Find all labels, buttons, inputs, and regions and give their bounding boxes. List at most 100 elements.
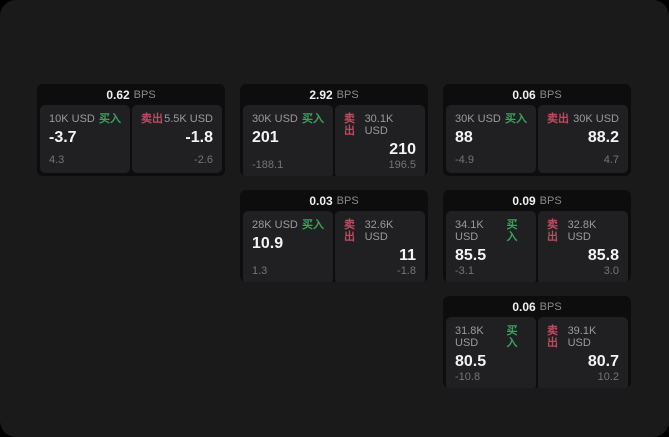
quote-card: 2.92 BPS 30K USD 买入 201 -188.1 卖出 30.1K … [240, 84, 428, 176]
buy-amount: 30K USD [455, 113, 501, 125]
sell-panel-header: 卖出 30K USD [547, 113, 619, 125]
sell-panel[interactable]: 卖出 5.5K USD -1.8 -2.6 [132, 105, 222, 173]
sell-panel[interactable]: 卖出 32.8K USD 85.8 3.0 [538, 211, 628, 282]
buy-price: -3.7 [49, 129, 77, 146]
buy-panel[interactable]: 30K USD 买入 201 -188.1 [243, 105, 333, 176]
bps-unit-label: BPS [336, 88, 359, 101]
quote-panels: 34.1K USD 买入 85.5 -3.1 卖出 32.8K USD 85.8… [443, 211, 631, 282]
quote-panels: 30K USD 买入 201 -188.1 卖出 30.1K USD 210 1… [240, 105, 428, 176]
quote-card: 0.62 BPS 10K USD 买入 -3.7 4.3 卖出 5.5K USD… [37, 84, 225, 176]
buy-panel-header: 31.8K USD 买入 [455, 325, 527, 349]
buy-tag: 买入 [505, 113, 527, 125]
sell-tag: 卖出 [547, 325, 558, 349]
sell-price: 80.7 [587, 353, 619, 370]
bps-value: 0.06 [512, 87, 536, 102]
bps-unit-label: BPS [133, 88, 156, 101]
sell-tag: 卖出 [141, 113, 163, 125]
bps-header: 0.06 BPS [443, 84, 631, 105]
quote-panels: 31.8K USD 买入 80.5 -10.8 卖出 39.1K USD 80.… [443, 317, 631, 388]
buy-sub-value: 1.3 [252, 265, 268, 277]
buy-sub-value: -188.1 [252, 159, 284, 171]
sell-price: 85.8 [587, 247, 619, 264]
bps-unit-label: BPS [539, 300, 562, 313]
sell-panel[interactable]: 卖出 32.6K USD 11 -1.8 [335, 211, 425, 282]
buy-price: 80.5 [455, 353, 487, 370]
quote-card: 0.06 BPS 30K USD 买入 88 -4.9 卖出 30K USD 8… [443, 84, 631, 176]
sell-panel[interactable]: 卖出 30.1K USD 210 196.5 [335, 105, 425, 176]
buy-price: 201 [252, 129, 279, 146]
buy-price: 88 [455, 129, 473, 146]
buy-price: 85.5 [455, 247, 487, 264]
sell-amount: 39.1K USD [567, 325, 597, 349]
sell-sub-value: 196.5 [388, 159, 416, 171]
buy-tag: 买入 [302, 219, 324, 231]
buy-sub-value: -3.1 [455, 265, 474, 277]
bps-header: 0.09 BPS [443, 190, 631, 211]
buy-tag: 买入 [506, 219, 518, 243]
buy-panel[interactable]: 28K USD 买入 10.9 1.3 [243, 211, 333, 282]
quote-panels: 30K USD 买入 88 -4.9 卖出 30K USD 88.2 4.7 [443, 105, 631, 176]
sell-panel[interactable]: 卖出 30K USD 88.2 4.7 [538, 105, 628, 173]
sell-tag: 卖出 [547, 113, 569, 125]
buy-amount: 31.8K USD [455, 325, 484, 349]
sell-amount: 32.6K USD [364, 219, 394, 243]
bps-header: 0.03 BPS [240, 190, 428, 211]
sell-price: 88.2 [587, 129, 619, 146]
quote-panels: 28K USD 买入 10.9 1.3 卖出 32.6K USD 11 -1.8 [240, 211, 428, 282]
buy-panel-header: 30K USD 买入 [252, 113, 324, 125]
bps-unit-label: BPS [539, 88, 562, 101]
sell-tag: 卖出 [344, 113, 355, 137]
sell-panel-header: 卖出 32.8K USD [547, 219, 619, 243]
sell-amount: 30K USD [573, 113, 619, 125]
bps-header: 0.62 BPS [37, 84, 225, 105]
sell-sub-value: 3.0 [603, 265, 619, 277]
buy-tag: 买入 [99, 113, 121, 125]
sell-sub-value: 10.2 [597, 371, 619, 383]
bps-header: 2.92 BPS [240, 84, 428, 105]
sell-amount: 32.8K USD [567, 219, 597, 243]
buy-amount: 30K USD [252, 113, 298, 125]
buy-panel-header: 10K USD 买入 [49, 113, 121, 125]
sell-price: 11 [399, 247, 416, 264]
bps-unit-label: BPS [539, 194, 562, 207]
buy-tag: 买入 [506, 325, 518, 349]
bps-value: 0.62 [106, 87, 130, 102]
buy-price: 10.9 [252, 235, 284, 252]
buy-sub-value: -10.8 [455, 371, 481, 383]
bps-header: 0.06 BPS [443, 296, 631, 317]
sell-tag: 卖出 [547, 219, 558, 243]
quote-card: 0.03 BPS 28K USD 买入 10.9 1.3 卖出 32.6K US… [240, 190, 428, 282]
buy-sub-value: -4.9 [455, 154, 474, 166]
sell-amount: 5.5K USD [164, 113, 213, 125]
bps-value: 0.03 [309, 193, 333, 208]
buy-tag: 买入 [302, 113, 324, 125]
buy-panel[interactable]: 30K USD 买入 88 -4.9 [446, 105, 536, 173]
quote-card: 0.09 BPS 34.1K USD 买入 85.5 -3.1 卖出 32.8K… [443, 190, 631, 282]
buy-amount: 34.1K USD [455, 219, 484, 243]
bps-value: 0.06 [512, 299, 536, 314]
quote-panels: 10K USD 买入 -3.7 4.3 卖出 5.5K USD -1.8 -2.… [37, 105, 225, 176]
sell-panel-header: 卖出 30.1K USD [344, 113, 416, 137]
sell-price: -1.8 [185, 129, 213, 146]
sell-amount: 30.1K USD [364, 113, 394, 137]
sell-panel-header: 卖出 39.1K USD [547, 325, 619, 349]
bps-value: 2.92 [309, 87, 333, 102]
bps-unit-label: BPS [336, 194, 359, 207]
buy-panel-header: 28K USD 买入 [252, 219, 324, 231]
sell-sub-value: 4.7 [603, 154, 619, 166]
buy-panel[interactable]: 10K USD 买入 -3.7 4.3 [40, 105, 130, 173]
buy-panel[interactable]: 34.1K USD 买入 85.5 -3.1 [446, 211, 536, 282]
sell-price: 210 [389, 141, 416, 158]
sell-panel-header: 卖出 5.5K USD [141, 113, 213, 125]
sell-sub-value: -1.8 [397, 265, 416, 277]
quote-card: 0.06 BPS 31.8K USD 买入 80.5 -10.8 卖出 39.1… [443, 296, 631, 388]
buy-panel-header: 30K USD 买入 [455, 113, 527, 125]
sell-sub-value: -2.6 [194, 154, 213, 166]
quote-card-grid: 0.62 BPS 10K USD 买入 -3.7 4.3 卖出 5.5K USD… [37, 84, 631, 388]
sell-panel[interactable]: 卖出 39.1K USD 80.7 10.2 [538, 317, 628, 388]
sell-panel-header: 卖出 32.6K USD [344, 219, 416, 243]
buy-sub-value: 4.3 [49, 154, 65, 166]
buy-panel[interactable]: 31.8K USD 买入 80.5 -10.8 [446, 317, 536, 388]
buy-panel-header: 34.1K USD 买入 [455, 219, 527, 243]
